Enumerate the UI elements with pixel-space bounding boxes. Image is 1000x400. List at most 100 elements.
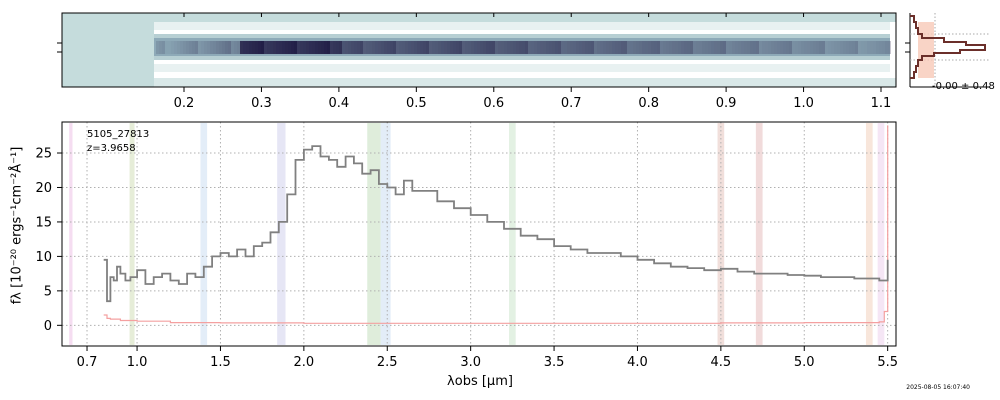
trace-cell (291, 41, 294, 54)
trace-cell (738, 41, 741, 54)
trace-cell (786, 41, 789, 54)
trace-cell (420, 41, 423, 54)
trace-cell (855, 41, 858, 54)
trace-cell (756, 41, 759, 54)
trace-cell (852, 41, 855, 54)
trace-cell (456, 41, 459, 54)
trace-cell (450, 41, 453, 54)
trace-cell (753, 41, 756, 54)
error-series (103, 125, 889, 324)
line-band-3 (200, 123, 208, 345)
trace-cell (693, 41, 696, 54)
spectrum-2d-tick-label-0: 0.2 (174, 96, 195, 111)
x-tick-label-4: 2.5 (377, 355, 398, 370)
trace-cell (600, 41, 603, 54)
trace-cell (408, 41, 411, 54)
trace-cell (186, 41, 189, 54)
trace-cell (423, 41, 426, 54)
trace-cell (351, 41, 354, 54)
trace-cell (543, 41, 546, 54)
trace-cell (702, 41, 705, 54)
trace-cell (873, 41, 876, 54)
trace-cell (699, 41, 702, 54)
trace-cell (639, 41, 642, 54)
trace-cell (870, 41, 873, 54)
trace-cell (195, 41, 198, 54)
trace-cell (624, 41, 627, 54)
trace-cell (810, 41, 813, 54)
trace-cell (690, 41, 693, 54)
trace-cell (180, 41, 183, 54)
trace-cell (795, 41, 798, 54)
trace-cell (633, 41, 636, 54)
spectrum-2d-tick-label-7: 0.9 (716, 96, 737, 111)
spectrum-2d-frame (61, 12, 897, 88)
trace-cell (357, 41, 360, 54)
trace-cell (483, 41, 486, 54)
trace-cell (828, 41, 831, 54)
x-axis-label: λobs [μm] (447, 374, 513, 389)
flux-series (103, 145, 889, 303)
trace-cell (777, 41, 780, 54)
trace-cell (630, 41, 633, 54)
profile-value-label: -0.00 ± 0.48 (932, 81, 995, 92)
trace-cell (426, 41, 429, 54)
trace-cell (216, 41, 219, 54)
x-tick-label-2: 1.5 (210, 355, 231, 370)
trace-cell (267, 41, 270, 54)
trace-cell (159, 41, 162, 54)
trace-cell (882, 41, 885, 54)
trace-cell (381, 41, 384, 54)
trace-cell (510, 41, 513, 54)
y-axis: 0 5 10 15 20 25 (35, 147, 62, 334)
trace-cell (807, 41, 810, 54)
trace-cell (264, 41, 267, 54)
trace-cell (618, 41, 621, 54)
x-axis: 0.7 1.0 1.5 2.0 2.5 3.0 3.5 4.0 4.5 5.0 5.5 (77, 346, 898, 370)
trace-cell (507, 41, 510, 54)
line-band-5 (367, 123, 381, 345)
trace-cell (744, 41, 747, 54)
trace-cell (540, 41, 543, 54)
trace-cell (546, 41, 549, 54)
trace-cell (303, 41, 306, 54)
spectrum-2d-blank-top (154, 13, 896, 22)
trace-cell (681, 41, 684, 54)
trace-cell (327, 41, 330, 54)
trace-cell (684, 41, 687, 54)
trace-cell (819, 41, 822, 54)
trace-cell (552, 41, 555, 54)
trace-cell (279, 41, 282, 54)
trace-cell (570, 41, 573, 54)
profile-line (910, 15, 986, 79)
trace-cell (225, 41, 228, 54)
spectrum-2d-tick-label-3: 0.5 (406, 96, 427, 111)
y-tick-label-4: 20 (35, 181, 52, 196)
trace-cell (246, 41, 249, 54)
trace-cell (822, 41, 825, 54)
trace-cell (663, 41, 666, 54)
trace-cell (171, 41, 174, 54)
trace-cell (156, 41, 159, 54)
line-band-2 (129, 123, 135, 345)
trace-cell (843, 41, 846, 54)
x-tick-label-9: 5.0 (794, 355, 815, 370)
trace-cell (672, 41, 675, 54)
line-band-4 (277, 123, 286, 345)
trace-cell (660, 41, 663, 54)
trace-cell (888, 41, 891, 54)
trace-cell (726, 41, 729, 54)
trace-cell (384, 41, 387, 54)
trace-cell (564, 41, 567, 54)
trace-cell (585, 41, 588, 54)
trace-cell (405, 41, 408, 54)
trace-cell (840, 41, 843, 54)
trace-cell (861, 41, 864, 54)
trace-cell (723, 41, 726, 54)
trace-cell (444, 41, 447, 54)
trace-cell (219, 41, 222, 54)
trace-cell (168, 41, 171, 54)
trace-cell (816, 41, 819, 54)
trace-cell (489, 41, 492, 54)
trace-cell (345, 41, 348, 54)
